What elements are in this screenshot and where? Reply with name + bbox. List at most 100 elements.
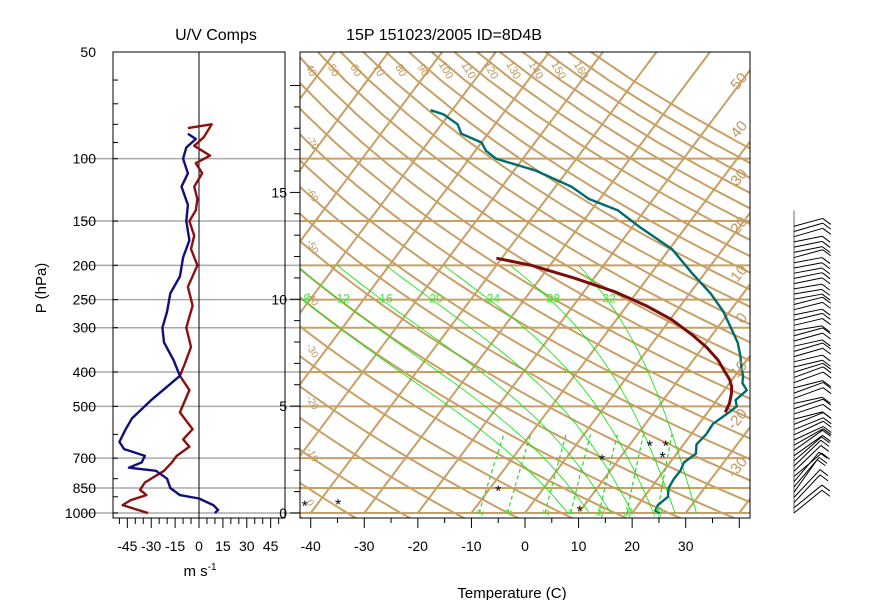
isotherm (846, 52, 887, 513)
wind-barb (793, 301, 823, 311)
wind-barb-flag (822, 342, 832, 350)
wind-barb-flag (820, 445, 830, 452)
isotherm (300, 52, 604, 458)
mixing-ratio-line (570, 434, 592, 514)
isotherm-top-label: 40 (302, 62, 319, 79)
dewpoint-profile (430, 109, 748, 515)
wind-barb-flag (822, 312, 831, 320)
isotherm (470, 139, 750, 514)
wind-barb-flag (822, 404, 832, 411)
temperature-profile (496, 256, 734, 414)
pressure-tick-label: 500 (73, 398, 97, 414)
pressure-tick-label: 1000 (65, 505, 96, 521)
v-component-line (118, 132, 220, 514)
pressure-tick-label: 850 (73, 480, 97, 496)
isotherm (300, 52, 551, 387)
wind-barb (793, 445, 822, 472)
isotherm-top-label: 160 (571, 60, 591, 82)
wind-barb-flag (822, 339, 831, 347)
wind-barb (793, 318, 823, 326)
temperature-tick-label: -10 (461, 538, 481, 554)
wind-x-axis: -45 -30 -15 0 15 30 45 (117, 518, 280, 554)
moist-adiabat (336, 264, 612, 514)
cloud-marker: * (659, 450, 665, 467)
pressure-tick-label: 400 (73, 364, 97, 380)
pressure-tick-label: 150 (73, 213, 97, 229)
wind-barb (793, 296, 823, 305)
dry-adiabat (300, 296, 683, 518)
dry-adiabat (300, 55, 750, 362)
isotherm (0, 52, 121, 513)
isotherm (577, 282, 750, 514)
wind-barb-flag (822, 382, 832, 389)
cloud-marker: * (495, 484, 501, 501)
wind-barb (793, 489, 823, 514)
wind-barb-flag (821, 272, 831, 280)
wind-barb (793, 484, 823, 509)
pressure-tick-label: 100 (73, 151, 97, 167)
pressure-axis-label: P (hPa) (33, 263, 50, 314)
wind-barb (793, 332, 823, 342)
wind-components-panel: U/V Comps 501001502002503004005007008501… (33, 27, 300, 580)
isotherm (0, 52, 14, 513)
wind-barb (793, 362, 824, 373)
wind-barb-flag (822, 426, 832, 433)
moist-adiabat-label: 12 (336, 292, 350, 306)
moist-adiabat-label: 16 (379, 292, 393, 306)
wind-barb (793, 426, 824, 441)
isotherm-right-label: 20 (727, 214, 751, 238)
wind-barb-flag (816, 459, 826, 467)
wind-barb-flag (822, 371, 832, 379)
pressure-tick-label: 300 (73, 320, 97, 336)
wind-barb (793, 411, 823, 420)
isotherm-top-label: 50 (325, 62, 342, 79)
temperature-tick-label: 0 (521, 538, 529, 554)
wind-barb (793, 429, 823, 451)
wind-barb-flag (822, 429, 831, 437)
isotherm-top-label: 80 (392, 62, 409, 79)
wind-barb (793, 342, 823, 352)
cloud-marker: * (647, 439, 653, 456)
wind-barb-flag (822, 347, 832, 355)
wind-barb (793, 293, 823, 300)
isotherm-top-label: 90 (415, 62, 432, 79)
wind-barb-flag (821, 283, 831, 291)
height-tick-label: 10 (271, 291, 287, 307)
cloud-marker: * (599, 452, 605, 469)
moist-adiabat-label: 20 (429, 292, 443, 306)
isotherm (300, 52, 497, 315)
isotherm (363, 52, 711, 514)
height-tick-label: 5 (279, 398, 287, 414)
wind-barb-flag (822, 420, 832, 428)
wind-barb-flag (819, 474, 829, 482)
wind-barb (793, 469, 821, 498)
temperature-tick-label: -40 (301, 538, 321, 554)
wind-panel-title: U/V Comps (175, 27, 257, 44)
isotherm-right-label: 50 (727, 70, 751, 94)
mixing-ratio-label: 20 (652, 505, 666, 520)
mixing-ratio-lines (478, 434, 673, 514)
wind-x-tick-label: -30 (141, 538, 161, 554)
moist-adiabat (300, 267, 590, 514)
wind-barb (793, 312, 823, 321)
wind-barb (793, 452, 823, 477)
dry-adiabat (300, 354, 575, 518)
wind-barb (793, 459, 818, 493)
wind-barb-flag (819, 469, 829, 477)
moist-adiabat-label: 8 (303, 292, 310, 306)
wind-barb (793, 428, 824, 446)
wind-barb (793, 381, 824, 394)
wind-x-tick-label: 15 (215, 538, 231, 554)
wind-barb-flag (822, 359, 831, 367)
wind-barb (793, 235, 823, 243)
wind-barb-flag (822, 249, 831, 257)
wind-barb (793, 371, 824, 384)
moist-adiabat-label: 24 (487, 292, 501, 306)
wind-barb (793, 420, 824, 436)
wind-barb-flag (822, 366, 832, 374)
wind-barb-flag (822, 398, 832, 406)
cloud-marker: * (663, 439, 669, 456)
skewt-title: 15P 151023/2005 ID=8D4B (346, 27, 542, 44)
mixing-ratio-label: 2 (475, 508, 487, 517)
mixing-ratio-line (506, 434, 532, 514)
